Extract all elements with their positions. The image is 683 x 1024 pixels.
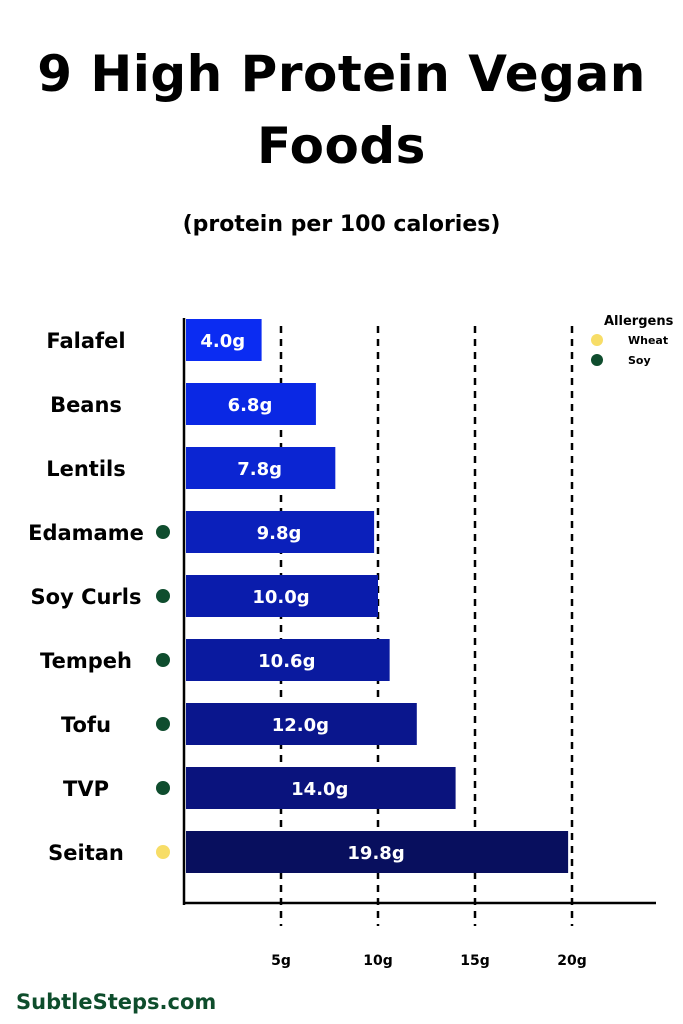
bar-value-label: 10.6g bbox=[258, 651, 315, 672]
bar-tvp bbox=[186, 767, 456, 809]
allergen-dot-wheat bbox=[156, 845, 170, 859]
bar-value-label: 19.8g bbox=[347, 843, 404, 864]
category-label: Falafel bbox=[46, 329, 125, 353]
category-label: Edamame bbox=[28, 521, 144, 545]
footer-brand: SubtleSteps.com bbox=[16, 990, 217, 1014]
category-label: Beans bbox=[50, 393, 122, 417]
allergen-dot-soy bbox=[156, 653, 170, 667]
category-label: Seitan bbox=[48, 841, 124, 865]
legend-label-wheat: Wheat bbox=[628, 334, 668, 347]
bar-lentils bbox=[186, 447, 336, 489]
legend-title: Allergens bbox=[604, 314, 674, 329]
bar-seitan bbox=[186, 831, 569, 873]
chart-title: 9 High Protein Vegan Foods bbox=[37, 45, 646, 175]
bar-tempeh bbox=[186, 639, 390, 681]
x-tick-label: 5g bbox=[271, 953, 291, 969]
chart-subtitle: (protein per 100 calories) bbox=[182, 212, 501, 237]
allergen-dot-soy bbox=[156, 589, 170, 603]
category-label: Tofu bbox=[61, 713, 111, 737]
bar-edamame bbox=[186, 511, 375, 553]
bar-tofu bbox=[186, 703, 417, 745]
bar-value-label: 6.8g bbox=[228, 395, 273, 416]
legend-dot-soy bbox=[591, 354, 603, 366]
legend-dot-wheat bbox=[591, 334, 603, 346]
allergen-dot-soy bbox=[156, 717, 170, 731]
bar-soy-curls bbox=[186, 575, 378, 617]
x-tick-label: 10g bbox=[363, 953, 393, 969]
category-label: Tempeh bbox=[40, 649, 132, 673]
legend-label-soy: Soy bbox=[628, 354, 651, 367]
bar-value-label: 4.0g bbox=[200, 331, 245, 352]
bar-beans bbox=[186, 383, 316, 425]
allergen-dot-soy bbox=[156, 781, 170, 795]
bar-value-label: 14.0g bbox=[291, 779, 348, 800]
bar-value-label: 7.8g bbox=[237, 459, 282, 480]
category-label: Lentils bbox=[46, 457, 126, 481]
bar-falafel bbox=[186, 319, 262, 361]
bar-value-label: 12.0g bbox=[272, 715, 329, 736]
x-tick-label: 15g bbox=[460, 953, 490, 969]
bar-value-label: 10.0g bbox=[252, 587, 309, 608]
allergen-dot-soy bbox=[156, 525, 170, 539]
category-label: Soy Curls bbox=[31, 585, 142, 609]
bar-value-label: 9.8g bbox=[257, 523, 302, 544]
x-tick-label: 20g bbox=[557, 953, 587, 969]
category-label: TVP bbox=[63, 777, 109, 801]
